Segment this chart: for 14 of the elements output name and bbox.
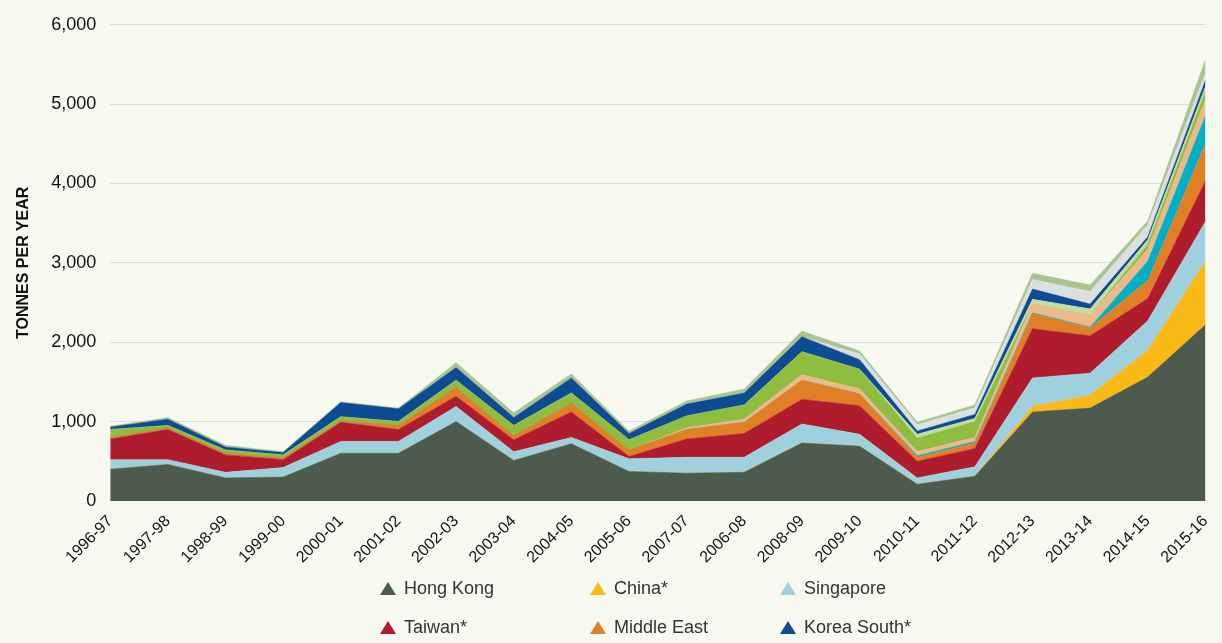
y-tick-label: 4,000	[51, 172, 97, 193]
y-tick-label: 2,000	[51, 331, 97, 352]
legend-label: China*	[614, 578, 669, 599]
y-tick-label: 6,000	[51, 13, 97, 34]
legend-label: Taiwan*	[404, 617, 468, 638]
legend-label: Hong Kong	[404, 578, 495, 599]
y-tick-label: 5,000	[51, 93, 97, 114]
y-tick-label: 0	[86, 489, 97, 510]
y-tick-label: 1,000	[51, 410, 97, 431]
y-tick-label: 3,000	[51, 251, 97, 272]
legend-label: Middle East	[614, 617, 709, 638]
legend-label: Korea South*	[804, 617, 912, 638]
y-axis-title: TONNES PER YEAR	[14, 186, 32, 340]
legend-label: Singapore	[804, 578, 887, 599]
